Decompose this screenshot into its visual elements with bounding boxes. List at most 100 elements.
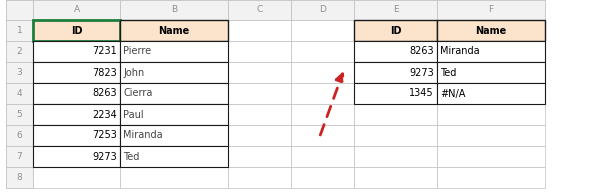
Bar — [291, 125, 354, 146]
Bar — [120, 20, 228, 41]
Bar — [6, 41, 33, 62]
Bar — [6, 20, 33, 41]
Bar — [33, 146, 120, 167]
Bar — [33, 104, 120, 125]
Bar — [6, 125, 33, 146]
Bar — [120, 104, 228, 125]
Bar — [354, 125, 437, 146]
Bar — [33, 104, 120, 125]
Bar — [6, 83, 33, 104]
Bar — [354, 83, 437, 104]
Bar — [228, 167, 291, 188]
Text: Cierra: Cierra — [123, 89, 152, 98]
Bar — [437, 62, 545, 83]
Text: F: F — [489, 6, 493, 15]
Text: Miranda: Miranda — [123, 131, 162, 141]
Bar — [437, 104, 545, 125]
Bar — [354, 41, 437, 62]
Text: 4: 4 — [17, 89, 23, 98]
Bar — [120, 125, 228, 146]
Bar — [120, 125, 228, 146]
Bar — [291, 62, 354, 83]
Bar — [354, 20, 437, 41]
Bar — [6, 20, 33, 41]
Bar — [437, 146, 545, 167]
Text: Ted: Ted — [440, 68, 457, 78]
Text: Pierre: Pierre — [123, 46, 151, 56]
Bar — [354, 0, 437, 20]
Bar — [228, 125, 291, 146]
Bar — [33, 146, 120, 167]
Bar — [354, 62, 437, 83]
Bar — [228, 0, 291, 20]
Bar — [437, 83, 545, 104]
Bar — [33, 83, 120, 104]
Bar — [228, 0, 291, 20]
Bar — [33, 167, 120, 188]
Text: ID: ID — [390, 26, 401, 36]
Bar — [437, 0, 545, 20]
Text: 7231: 7231 — [93, 46, 117, 56]
Text: 7823: 7823 — [93, 68, 117, 78]
Text: Paul: Paul — [123, 109, 144, 119]
Bar — [33, 125, 120, 146]
Text: 7: 7 — [17, 152, 23, 161]
Bar — [6, 0, 33, 20]
Bar — [33, 0, 120, 20]
Bar — [120, 20, 228, 41]
Bar — [6, 167, 33, 188]
Bar — [33, 125, 120, 146]
Bar — [6, 125, 33, 146]
Text: Ted: Ted — [123, 151, 139, 161]
Bar — [6, 0, 33, 20]
Bar — [228, 104, 291, 125]
Text: Name: Name — [476, 26, 506, 36]
Bar — [6, 83, 33, 104]
Bar — [120, 146, 228, 167]
Text: E: E — [393, 6, 398, 15]
Bar — [437, 20, 545, 41]
Bar — [120, 0, 228, 20]
Bar — [291, 83, 354, 104]
Text: Miranda: Miranda — [440, 46, 480, 56]
Bar — [437, 125, 545, 146]
Bar — [6, 146, 33, 167]
Bar — [228, 146, 291, 167]
Bar — [6, 167, 33, 188]
Text: A: A — [74, 6, 79, 15]
Bar — [354, 41, 437, 62]
Bar — [291, 41, 354, 62]
Text: John: John — [123, 68, 144, 78]
Bar — [354, 0, 437, 20]
Bar — [228, 41, 291, 62]
Bar — [291, 0, 354, 20]
Bar — [291, 0, 354, 20]
Bar — [6, 104, 33, 125]
Bar — [437, 41, 545, 62]
Text: 3: 3 — [17, 68, 23, 77]
Text: 7253: 7253 — [92, 131, 117, 141]
Text: 8263: 8263 — [409, 46, 434, 56]
Bar — [120, 104, 228, 125]
Bar — [291, 146, 354, 167]
Bar — [291, 20, 354, 41]
Bar — [228, 83, 291, 104]
Bar — [437, 62, 545, 83]
Bar — [33, 83, 120, 104]
Bar — [354, 62, 437, 83]
Text: 5: 5 — [17, 110, 23, 119]
Text: #N/A: #N/A — [440, 89, 466, 98]
Bar — [354, 83, 437, 104]
Bar — [6, 41, 33, 62]
Bar — [120, 167, 228, 188]
Bar — [6, 0, 33, 20]
Bar — [33, 20, 120, 41]
Bar — [228, 20, 291, 41]
Text: 9273: 9273 — [409, 68, 434, 78]
Bar — [354, 20, 437, 41]
Bar — [33, 41, 120, 62]
Bar — [291, 104, 354, 125]
Text: D: D — [319, 6, 326, 15]
Bar — [120, 41, 228, 62]
Text: 1345: 1345 — [409, 89, 434, 98]
